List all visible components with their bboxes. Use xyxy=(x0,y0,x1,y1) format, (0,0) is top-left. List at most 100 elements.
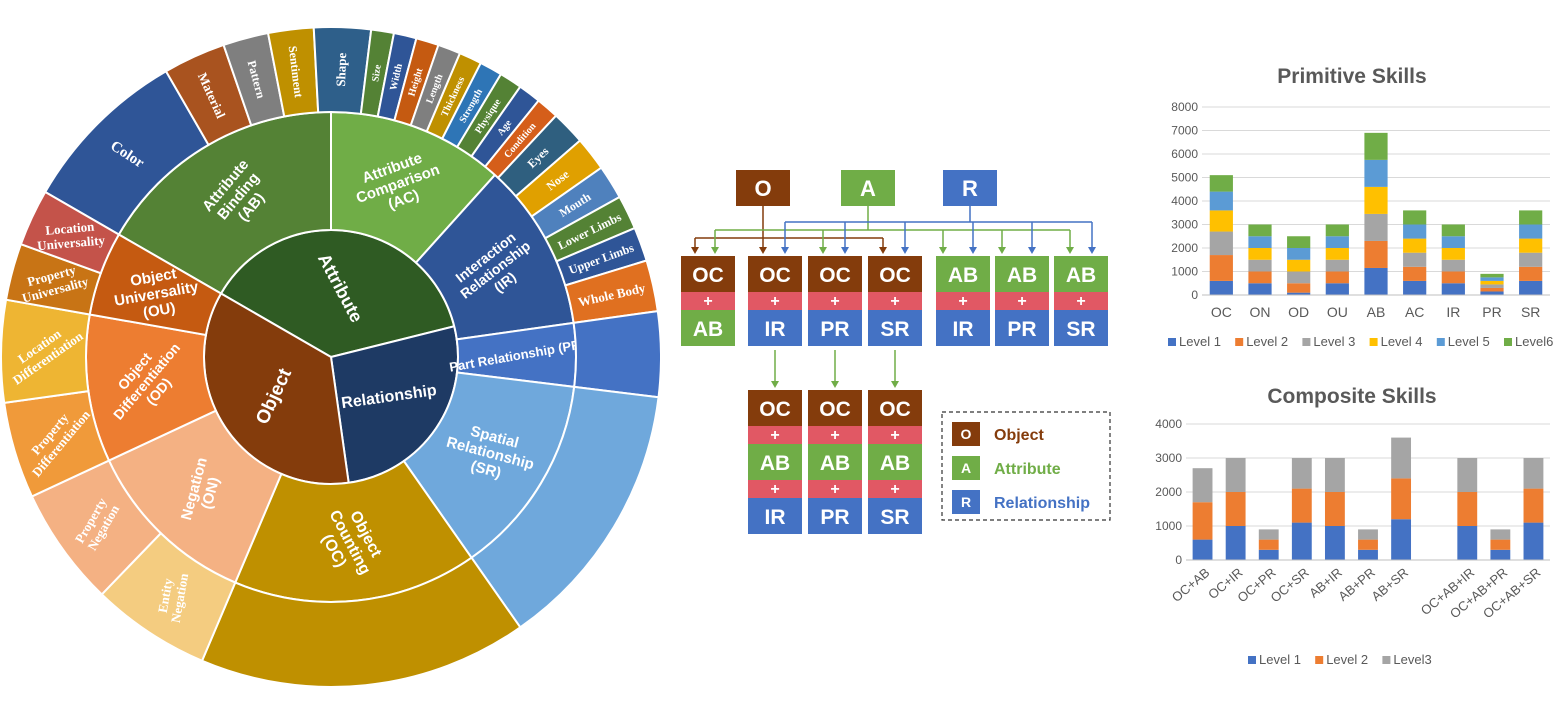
bar-oc-ab-pr-level-2 xyxy=(1490,539,1511,550)
bar-od-level6 xyxy=(1287,236,1311,248)
bar-ab-level-1 xyxy=(1364,267,1388,295)
top-box-r xyxy=(943,170,997,206)
bar-ab-level-2 xyxy=(1364,240,1388,268)
composite-ab-pr-plus-1 xyxy=(995,292,1049,310)
composite3-oc-ab-pr-plus-2 xyxy=(808,480,862,498)
bar-ab-ir-level-1 xyxy=(1324,526,1345,560)
bar-oc-ab-pr-level-1 xyxy=(1490,549,1511,560)
bar-oc-sr-level-2 xyxy=(1291,488,1312,523)
composite-skills-chart: Composite Skills 0 1000 2000 3000 4000 OC+AB OC… xyxy=(1155,385,1550,667)
sunburst-outer-label-size: Size xyxy=(370,63,384,82)
bar-oc-sr-level3 xyxy=(1291,458,1312,489)
composite-oc-pr-cell-label-pr: PR xyxy=(820,318,849,341)
legend-label-level-2: Level 2 xyxy=(1246,334,1288,349)
bar-pr-level-3 xyxy=(1480,284,1504,288)
bar-ac-level-3 xyxy=(1403,252,1427,267)
composite3-oc-ab-ir-cell-label-ir: IR xyxy=(765,506,786,529)
bar-oc-level-3 xyxy=(1209,231,1233,256)
bar-oc-pr-level-2 xyxy=(1258,539,1279,550)
composite3-oc-ab-pr-cell-oc xyxy=(808,390,862,426)
bar-ab-level-3 xyxy=(1364,213,1388,241)
legend-swatch-relationship xyxy=(952,490,980,514)
bar-ir-level-5 xyxy=(1441,236,1465,248)
composite-ab-ir-cell-ab xyxy=(936,256,990,292)
composite-ab-pr-plus-label-1: + xyxy=(1017,293,1026,310)
chart-title: Composite Skills xyxy=(1267,385,1436,408)
bar-oc-ab-level-1 xyxy=(1192,539,1213,560)
bar-oc-ir-level-2 xyxy=(1225,492,1246,526)
bar-oc-ab-level3 xyxy=(1192,468,1213,503)
bar-oc-ab-level-2 xyxy=(1192,502,1213,540)
bar-oc-ir-level3 xyxy=(1225,458,1246,492)
legend-label-object: Object xyxy=(994,427,1044,444)
bar-on-level-1 xyxy=(1248,283,1272,295)
bar-oc-level-4 xyxy=(1209,210,1233,232)
bar-ou-level6 xyxy=(1325,224,1349,237)
composite-ab-ir-cell-ir xyxy=(936,310,990,346)
composite3-oc-ab-sr-cell-label-ab: AB xyxy=(880,452,910,475)
bar-od-level-5 xyxy=(1287,248,1311,260)
bar-pr-level6 xyxy=(1480,273,1504,278)
bar-sr-level6 xyxy=(1519,210,1543,225)
composite3-oc-ab-sr-plus-2 xyxy=(868,480,922,498)
composite-oc-pr-cell-label-oc: OC xyxy=(819,264,851,287)
y-tick-2000: 2000 xyxy=(1171,241,1198,255)
composite3-oc-ab-pr-plus-label-1: + xyxy=(830,427,839,444)
x-tick-on: ON xyxy=(1250,304,1271,320)
composite3-oc-ab-ir-plus-label-1: + xyxy=(770,427,779,444)
y-tick-5000: 5000 xyxy=(1171,171,1198,185)
bar-on-level-4 xyxy=(1248,248,1272,260)
composite3-oc-ab-sr-cell-sr xyxy=(868,498,922,534)
composite-oc-ir-plus-label-1: + xyxy=(770,293,779,310)
arrowhead-row2-2 xyxy=(891,381,899,388)
composite3-oc-ab-sr-cell-label-sr: SR xyxy=(880,506,909,529)
composite-ab-ir-cell-label-ab: AB xyxy=(948,264,978,287)
composite-oc-ab-plus-1 xyxy=(681,292,735,310)
composite-ab-sr-cell-label-ab: AB xyxy=(1066,264,1096,287)
bar-oc-sr-level-1 xyxy=(1291,522,1312,560)
y-tick-1000: 1000 xyxy=(1171,265,1198,279)
legend-letter-relationship: R xyxy=(961,494,971,510)
composite3-oc-ab-ir-cell-ir xyxy=(748,498,802,534)
sunburst-middle-label-attribute-comparison-ac: AttributeComparison(AC) xyxy=(348,145,448,222)
composite3-oc-ab-ir-plus-label-2: + xyxy=(770,481,779,498)
legend-swatch-level-4 xyxy=(1369,338,1378,346)
bar-ab-sr-level-2 xyxy=(1391,478,1412,520)
x-tick-ab-pr: AB+PR xyxy=(1335,565,1378,604)
bar-oc-ab-ir-level-1 xyxy=(1457,526,1478,560)
bar-pr-level-5 xyxy=(1480,277,1504,281)
bar-ab-sr-level3 xyxy=(1391,437,1412,479)
legend-label-level6: Level6 xyxy=(1515,334,1553,349)
bar-oc-ab-sr-level-1 xyxy=(1523,522,1544,560)
composite3-oc-ab-ir-plus-1 xyxy=(748,426,802,444)
bar-oc-ab-sr-level-2 xyxy=(1523,488,1544,523)
top-box-label-a: A xyxy=(860,176,876,201)
x-tick-ou: OU xyxy=(1327,304,1348,320)
y-tick-3000: 3000 xyxy=(1155,451,1182,465)
primitive-skills-chart: Primitive Skills 0 1000 2000 3000 4000 5000 600… xyxy=(1168,65,1553,349)
composite3-oc-ab-pr-cell-pr xyxy=(808,498,862,534)
composite-ab-sr-plus-label-1: + xyxy=(1076,293,1085,310)
legend-swatch-level-2 xyxy=(1315,656,1324,664)
composite3-oc-ab-sr-cell-ab xyxy=(868,444,922,480)
x-tick-ab-sr: AB+SR xyxy=(1368,565,1411,604)
bar-oc-level-1 xyxy=(1209,280,1233,295)
composite3-oc-ab-pr-cell-label-pr: PR xyxy=(820,506,849,529)
bar-ab-ir-level3 xyxy=(1324,458,1345,492)
bar-ac-level6 xyxy=(1403,210,1427,225)
x-tick-ab: AB xyxy=(1367,304,1386,320)
composite3-oc-ab-ir-cell-ab xyxy=(748,444,802,480)
bar-oc-pr-level3 xyxy=(1258,529,1279,540)
sunburst-chart: AttributeRelationshipObjectAttributeBind… xyxy=(0,26,660,688)
composite3-oc-ab-pr-cell-ab xyxy=(808,444,862,480)
bar-pr-level-1 xyxy=(1480,291,1504,295)
bar-ab-level-5 xyxy=(1364,159,1388,187)
sunburst-outer-label-sentiment: Sentiment xyxy=(286,45,306,98)
bar-od-level-1 xyxy=(1287,292,1311,295)
y-tick-4000: 4000 xyxy=(1171,194,1198,208)
bar-ac-level-1 xyxy=(1403,280,1427,295)
bar-ou-level-5 xyxy=(1325,236,1349,248)
bar-oc-level6 xyxy=(1209,175,1233,192)
composite3-oc-ab-sr-plus-1 xyxy=(868,426,922,444)
composite3-oc-ab-pr-cell-label-ab: AB xyxy=(820,452,850,475)
